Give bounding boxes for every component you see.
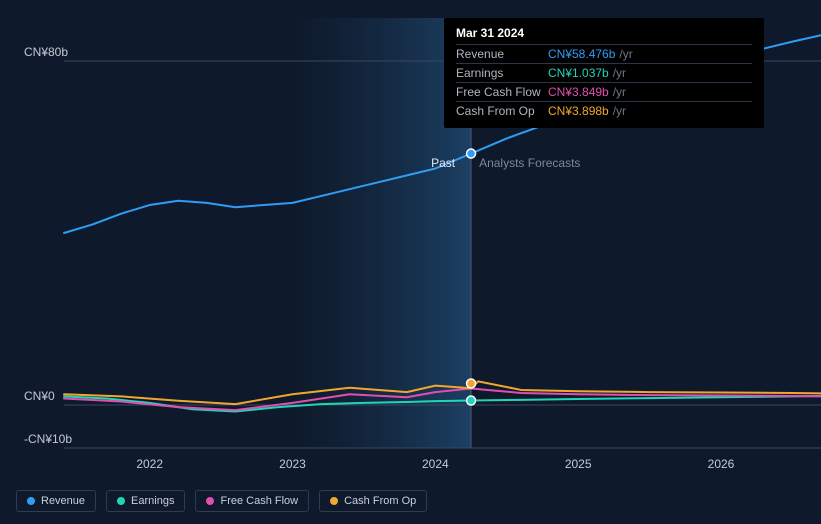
x-axis-tick: 2022 xyxy=(136,457,163,471)
x-axis-tick: 2024 xyxy=(422,457,449,471)
tooltip-metric-value: CN¥1.037b xyxy=(548,66,609,80)
legend-item-earnings[interactable]: Earnings xyxy=(106,490,185,512)
tooltip-metric-value: CN¥3.898b xyxy=(548,104,609,118)
legend-label: Cash From Op xyxy=(344,495,416,507)
region-label-forecast: Analysts Forecasts xyxy=(479,156,580,170)
legend-label: Revenue xyxy=(41,495,85,507)
legend-dot-icon xyxy=(27,497,35,505)
tooltip-metric-unit: /yr xyxy=(613,104,626,118)
legend-item-cfo[interactable]: Cash From Op xyxy=(319,490,427,512)
y-axis-tick: -CN¥10b xyxy=(24,432,72,446)
tooltip-row: Free Cash FlowCN¥3.849b/yr xyxy=(456,82,752,101)
chart-tooltip: Mar 31 2024 RevenueCN¥58.476b/yrEarnings… xyxy=(444,18,764,128)
tooltip-row: RevenueCN¥58.476b/yr xyxy=(456,44,752,63)
legend-dot-icon xyxy=(206,497,214,505)
tooltip-metric-label: Free Cash Flow xyxy=(456,85,548,99)
legend-dot-icon xyxy=(330,497,338,505)
tooltip-metric-label: Cash From Op xyxy=(456,104,548,118)
legend-label: Earnings xyxy=(131,495,174,507)
tooltip-metric-unit: /yr xyxy=(613,85,626,99)
tooltip-row: EarningsCN¥1.037b/yr xyxy=(456,63,752,82)
y-axis-tick: CN¥0 xyxy=(24,389,55,403)
x-axis-tick: 2026 xyxy=(708,457,735,471)
legend-dot-icon xyxy=(117,497,125,505)
tooltip-metric-value: CN¥3.849b xyxy=(548,85,609,99)
chart-legend: Revenue Earnings Free Cash Flow Cash From O… xyxy=(16,490,427,512)
legend-item-fcf[interactable]: Free Cash Flow xyxy=(195,490,309,512)
region-label-past: Past xyxy=(431,156,455,170)
tooltip-metric-unit: /yr xyxy=(619,47,632,61)
x-axis-tick: 2025 xyxy=(565,457,592,471)
tooltip-metric-label: Revenue xyxy=(456,47,548,61)
tooltip-row: Cash From OpCN¥3.898b/yr xyxy=(456,101,752,120)
y-axis-tick: CN¥80b xyxy=(24,45,68,59)
legend-item-revenue[interactable]: Revenue xyxy=(16,490,96,512)
tooltip-metric-value: CN¥58.476b xyxy=(548,47,615,61)
legend-label: Free Cash Flow xyxy=(220,495,298,507)
x-axis-tick: 2023 xyxy=(279,457,306,471)
tooltip-metric-label: Earnings xyxy=(456,66,548,80)
tooltip-metric-unit: /yr xyxy=(613,66,626,80)
tooltip-date: Mar 31 2024 xyxy=(456,26,752,40)
